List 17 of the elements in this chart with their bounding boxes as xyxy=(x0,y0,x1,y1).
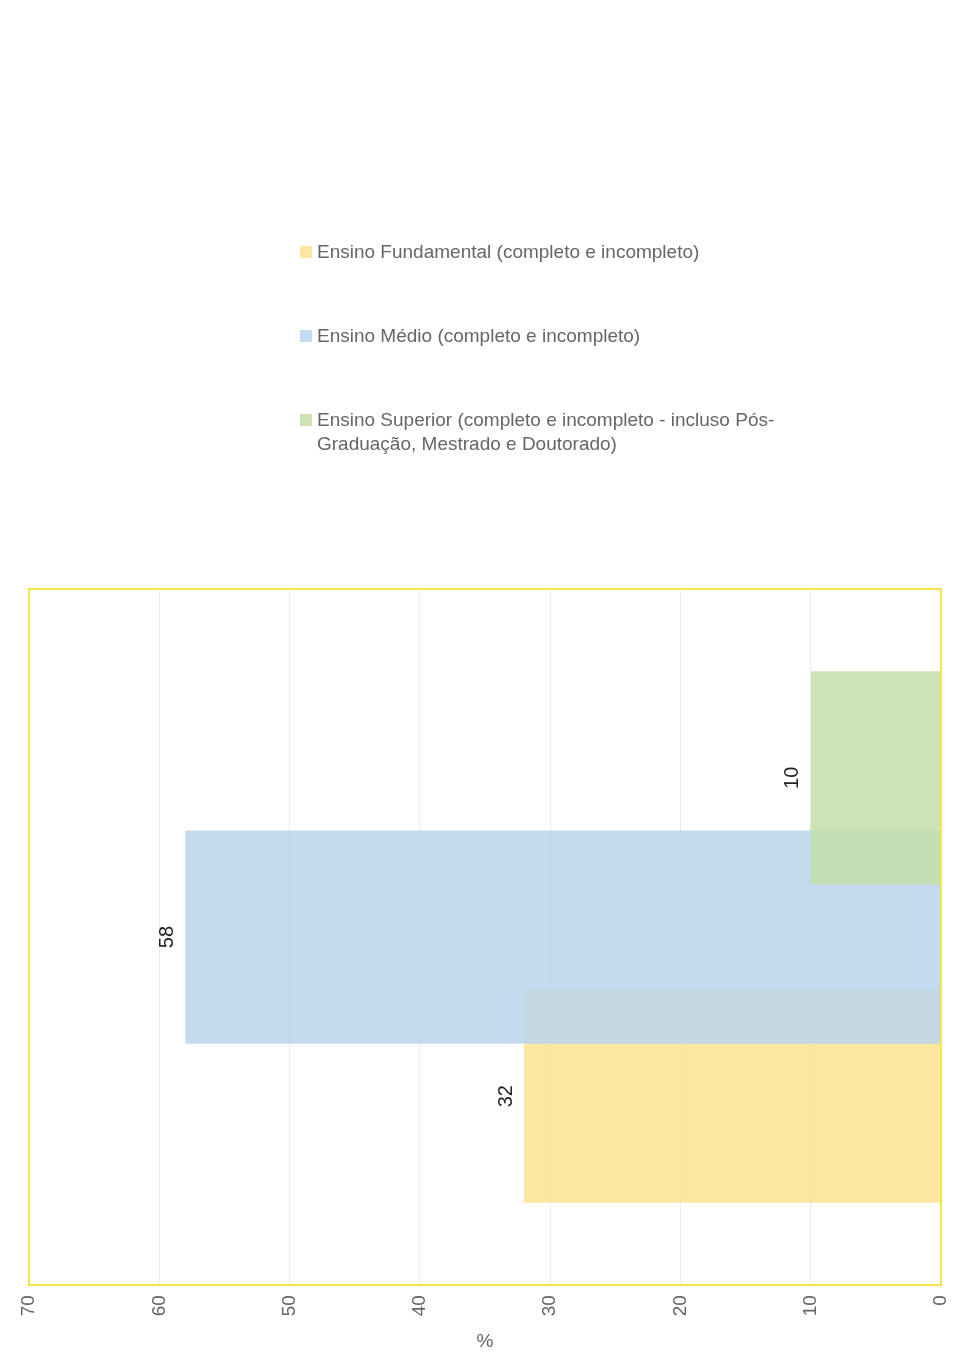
legend-label: Ensino Fundamental (completo e incompleto) xyxy=(317,240,700,264)
data-label: 10 xyxy=(780,766,803,789)
x-tick-label: 70 xyxy=(17,1295,39,1317)
x-tick-label: 50 xyxy=(277,1295,299,1317)
x-tick-label: 0 xyxy=(929,1295,951,1306)
x-tick-label: 10 xyxy=(798,1295,820,1317)
x-tick-label: 30 xyxy=(538,1295,560,1317)
data-label: 58 xyxy=(154,925,177,949)
legend-label: Ensino Superior (completo e incompleto - incluso Pós-Graduação, Mestrado e Doutorado) xyxy=(317,408,776,456)
bar xyxy=(185,830,941,1044)
x-tick-label: 40 xyxy=(408,1295,430,1317)
bar xyxy=(810,671,941,885)
x-tick-label: 20 xyxy=(668,1295,690,1317)
data-label: 32 xyxy=(493,1085,516,1108)
legend-label: Ensino Médio (completo e incompleto) xyxy=(317,324,641,348)
x-tick-label: 60 xyxy=(147,1295,169,1317)
x-axis-title: % xyxy=(476,1329,494,1351)
